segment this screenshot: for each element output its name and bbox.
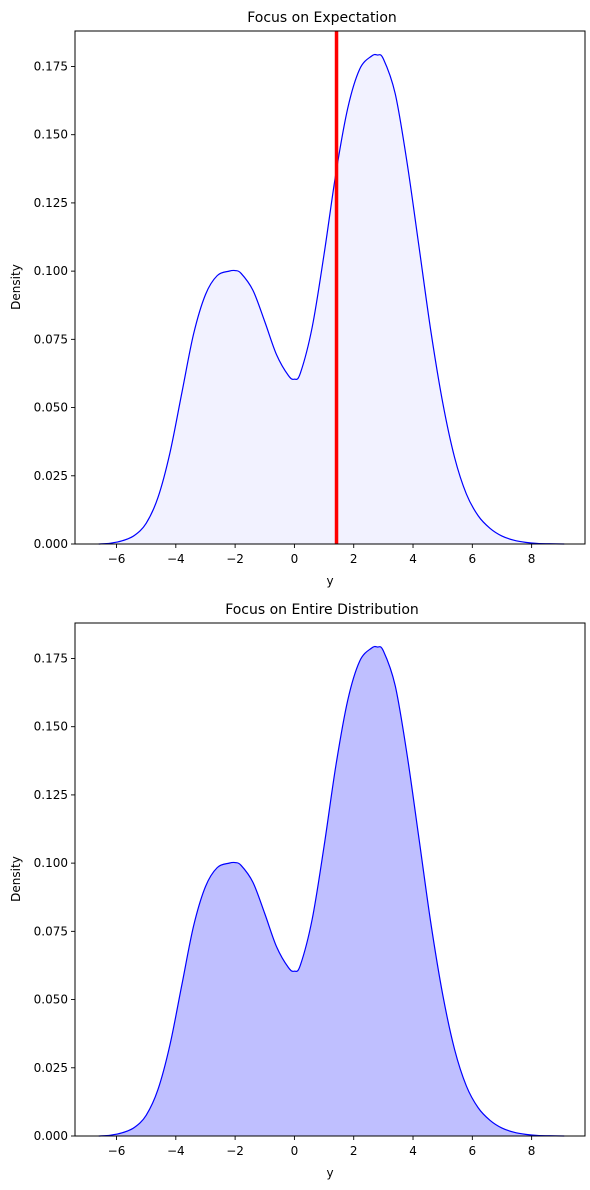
x-tick-label: 2 [350, 552, 358, 566]
y-tick-label: 0.175 [34, 651, 68, 665]
x-tick-label: 4 [409, 1144, 417, 1158]
x-ticks: −6 −4 −2 0 2 4 6 8 [108, 1136, 536, 1158]
x-ticks: −6 −4 −2 0 2 4 6 8 [108, 544, 536, 566]
x-tick-label: 6 [469, 1144, 477, 1158]
y-tick-label: 0.150 [34, 128, 68, 142]
x-tick-label: 2 [350, 1144, 358, 1158]
x-tick-label: −4 [167, 1144, 185, 1158]
y-axis-label: Density [9, 856, 23, 902]
x-tick-label: −2 [226, 1144, 244, 1158]
x-tick-label: −6 [108, 1144, 126, 1158]
y-ticks: 0.000 0.025 0.050 0.075 0.100 0.125 0.150 0.175 [34, 651, 75, 1143]
chart-expectation: Focus on Expectation y Density −6 −4 −2 0 2 4… [9, 10, 586, 588]
y-tick-label: 0.025 [34, 469, 68, 483]
density-line [98, 645, 565, 1137]
y-tick-label: 0.025 [34, 1061, 68, 1075]
y-tick-label: 0.100 [34, 856, 68, 870]
chart-title: Focus on Entire Distribution [225, 602, 419, 618]
y-tick-label: 0.050 [34, 401, 68, 415]
x-tick-label: −2 [226, 552, 244, 566]
x-tick-label: −4 [167, 552, 185, 566]
chart-entire-distribution: Focus on Entire Distribution y Density −… [9, 602, 586, 1180]
y-tick-label: 0.125 [34, 788, 68, 802]
y-tick-label: 0.075 [34, 924, 68, 938]
plot-frame [74, 30, 586, 545]
y-tick-label: 0.125 [34, 196, 68, 210]
x-tick-label: 0 [291, 1144, 299, 1158]
y-tick-label: 0.175 [34, 59, 68, 73]
x-tick-label: 6 [469, 552, 477, 566]
density-area [98, 646, 565, 1136]
x-tick-label: 0 [291, 552, 299, 566]
x-axis-label: y [326, 574, 333, 588]
x-tick-label: −6 [108, 552, 126, 566]
density-line [98, 53, 565, 545]
x-tick-label: 4 [409, 552, 417, 566]
y-tick-label: 0.000 [34, 1129, 68, 1143]
plot-frame [74, 622, 586, 1137]
x-axis-label: y [326, 1166, 333, 1180]
y-tick-label: 0.075 [34, 332, 68, 346]
chart-title: Focus on Expectation [247, 10, 397, 26]
x-tick-label: 8 [528, 552, 536, 566]
density-area [98, 54, 565, 544]
y-tick-label: 0.100 [34, 264, 68, 278]
y-axis-label: Density [9, 264, 23, 310]
y-ticks: 0.000 0.025 0.050 0.075 0.100 0.125 0.150 0.175 [34, 59, 75, 551]
y-tick-label: 0.150 [34, 720, 68, 734]
y-tick-label: 0.050 [34, 993, 68, 1007]
x-tick-label: 8 [528, 1144, 536, 1158]
y-tick-label: 0.000 [34, 537, 68, 551]
